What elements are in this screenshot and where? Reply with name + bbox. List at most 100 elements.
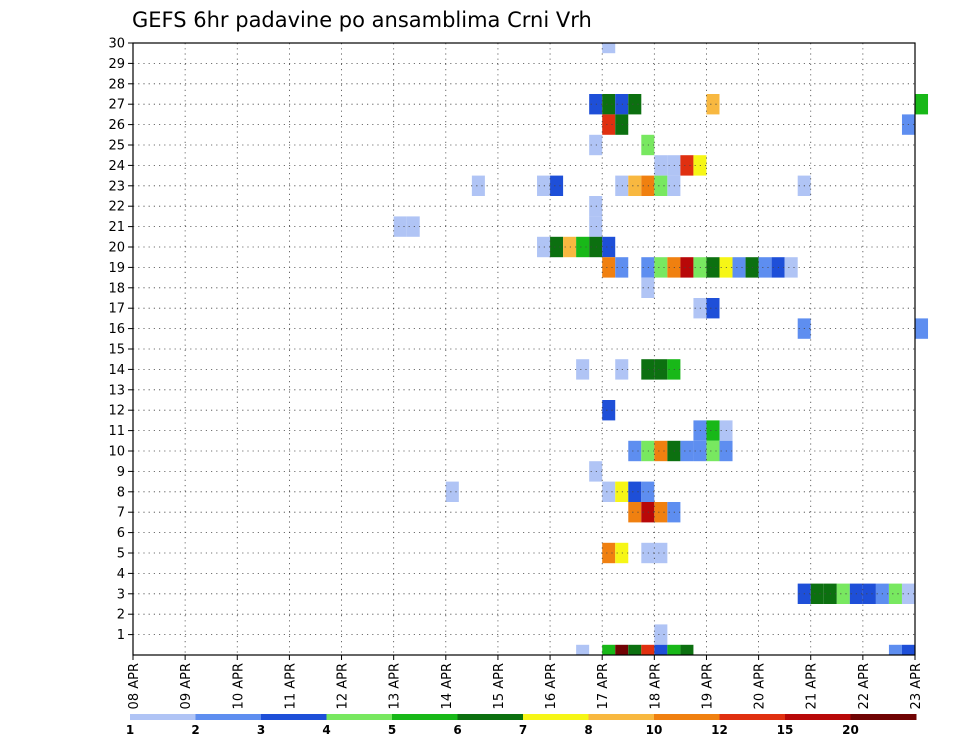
precip-cell — [680, 440, 694, 462]
y-tick-label: 27 — [108, 98, 125, 113]
precip-cell — [654, 175, 668, 196]
colorbar-label: 2 — [191, 723, 199, 737]
precip-cell — [915, 94, 929, 115]
precip-cell — [602, 114, 616, 135]
precip-cell — [654, 542, 668, 564]
colorbar-segment — [850, 714, 917, 720]
x-tick-label: 21 APR — [805, 663, 820, 709]
colorbar-segment — [654, 714, 720, 720]
precip-cell — [615, 114, 629, 135]
precip-cell — [706, 440, 720, 462]
y-tick-label: 25 — [108, 139, 125, 154]
precip-cell — [471, 175, 485, 196]
y-tick-label: 18 — [108, 281, 125, 296]
precip-cell — [680, 155, 694, 176]
precip-cell — [836, 583, 850, 604]
y-tick-label: 14 — [108, 363, 125, 378]
y-tick-label: 3 — [117, 587, 125, 602]
precip-cell — [602, 644, 616, 655]
colorbar-label: 10 — [646, 723, 663, 737]
precip-cell — [602, 94, 616, 115]
precip-cell — [537, 175, 551, 196]
x-tick-label: 12 APR — [336, 663, 351, 709]
colorbar-label: 3 — [257, 723, 265, 737]
precip-cell — [628, 644, 642, 655]
x-tick-label: 19 APR — [700, 663, 715, 709]
precip-cell — [680, 644, 694, 655]
precip-cell — [628, 94, 642, 115]
colorbar-segment — [719, 714, 786, 720]
precip-cell — [706, 94, 720, 115]
precip-cell — [641, 644, 655, 655]
precip-cell — [406, 216, 420, 237]
precip-cell — [654, 359, 668, 380]
y-tick-label: 17 — [108, 302, 125, 317]
precip-cell — [550, 175, 564, 196]
precip-cell — [602, 257, 616, 278]
precip-cell — [628, 175, 642, 196]
precip-cell — [576, 359, 590, 380]
x-tick-label: 14 APR — [440, 663, 455, 709]
precip-cell — [888, 583, 902, 604]
precip-cell — [654, 502, 668, 523]
precip-cell — [576, 644, 590, 655]
colorbar-label: 15 — [777, 723, 794, 737]
precip-cell — [393, 216, 407, 237]
precip-cell — [628, 481, 642, 502]
y-tick-label: 16 — [108, 322, 125, 337]
x-tick-label: 20 APR — [753, 663, 768, 709]
x-tick-label: 15 APR — [492, 663, 507, 709]
y-tick-label: 7 — [117, 506, 125, 521]
x-tick-label: 08 APR — [127, 663, 142, 709]
x-tick-label: 10 APR — [231, 663, 246, 709]
precip-cell — [602, 400, 616, 421]
precip-cell — [445, 481, 459, 502]
y-tick-label: 24 — [108, 159, 125, 174]
y-tick-label: 13 — [108, 383, 125, 398]
precip-cell — [628, 440, 642, 462]
x-tick-label: 23 APR — [909, 663, 924, 709]
colorbar-segment — [326, 714, 393, 720]
precip-cell — [576, 236, 590, 258]
colorbar-segment — [785, 714, 851, 720]
precip-cell — [654, 440, 668, 462]
precip-cell — [563, 236, 577, 258]
y-tick-label: 21 — [108, 220, 125, 235]
precip-cell — [589, 94, 603, 115]
precip-cell — [784, 257, 798, 278]
precip-cell — [810, 583, 824, 604]
precip-cell — [615, 257, 629, 278]
precip-cell — [589, 216, 603, 237]
grid-lines — [133, 43, 915, 655]
y-tick-label: 15 — [108, 343, 125, 358]
colorbar-label: 6 — [453, 723, 461, 737]
colorbar-segment — [130, 714, 196, 720]
y-tick-label: 1 — [117, 628, 125, 643]
precip-cell — [915, 318, 929, 339]
precip-cell — [602, 236, 616, 258]
colorbar-label: 8 — [584, 723, 592, 737]
colorbar-segment — [523, 714, 589, 720]
precip-cell — [654, 257, 668, 278]
y-tick-label: 19 — [108, 261, 125, 276]
precip-cell — [589, 134, 603, 156]
precip-cell — [706, 257, 720, 278]
y-tick-label: 4 — [117, 567, 125, 582]
precip-cell — [589, 196, 603, 217]
precip-cell — [628, 502, 642, 523]
colorbar-label: 12 — [711, 723, 728, 737]
precip-cell — [589, 236, 603, 258]
x-tick-label: 13 APR — [388, 663, 403, 709]
precip-cell — [602, 43, 616, 54]
precip-cell — [615, 94, 629, 115]
y-tick-label: 20 — [108, 241, 125, 256]
precip-cell — [589, 461, 603, 482]
precip-cell — [602, 542, 616, 564]
precip-cell — [654, 624, 668, 645]
y-tick-label: 23 — [108, 179, 125, 194]
precip-cell — [615, 175, 629, 196]
precip-cell — [537, 236, 551, 258]
y-tick-label: 22 — [108, 200, 125, 215]
y-tick-label: 9 — [117, 465, 125, 480]
